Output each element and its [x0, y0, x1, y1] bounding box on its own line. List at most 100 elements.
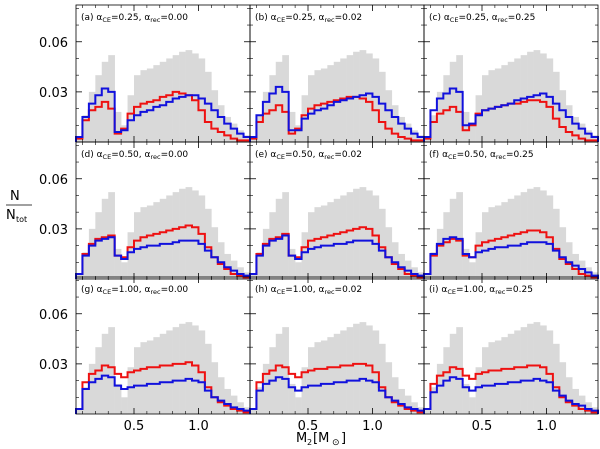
x-tick-label: 0.5 — [124, 419, 145, 434]
gray-bar — [82, 115, 90, 142]
gray-bar — [482, 75, 489, 142]
blue-series-line — [75, 236, 251, 279]
gray-bar — [404, 123, 412, 142]
gray-bar — [288, 383, 296, 414]
gray-bar — [211, 362, 219, 414]
gray-bar — [140, 342, 148, 414]
gray-bar — [443, 212, 451, 279]
gray-bar — [192, 190, 199, 279]
gray-bar — [475, 232, 483, 279]
panel-label: (h) αCE=1.00, αrec=0.02 — [255, 285, 362, 296]
blue-series-line — [423, 236, 599, 279]
red-series-line — [249, 226, 425, 279]
gray-bar — [533, 187, 541, 279]
gray-bar — [146, 340, 154, 414]
gray-bar — [559, 227, 567, 279]
gray-bar — [76, 273, 83, 279]
gray-bar — [552, 71, 560, 142]
gray-bar — [217, 242, 225, 279]
gray-bar — [340, 195, 347, 279]
gray-bar — [146, 205, 154, 279]
gray-bar — [456, 327, 463, 414]
panel-label: (d) αCE=0.50, αrec=0.00 — [81, 150, 188, 161]
blue-series-line — [75, 87, 251, 142]
gray-bar — [572, 116, 579, 142]
gray-bar — [320, 68, 328, 142]
gray-bar — [546, 58, 554, 142]
gray-bar — [127, 232, 135, 279]
gray-bar — [204, 208, 212, 279]
gray-bar — [533, 322, 541, 414]
gray-bar — [230, 395, 238, 414]
gray-bar — [527, 323, 534, 414]
gray-bar — [456, 55, 463, 143]
gray-bar — [333, 198, 341, 279]
gray-bar — [559, 362, 567, 414]
gray-bar — [262, 363, 270, 414]
gray-bar — [372, 58, 380, 142]
panel-i: 0.5 1.0 (i) αCE=1.00, αrec=0.25 — [423, 276, 599, 434]
gray-bar — [134, 212, 141, 279]
gray-bar — [494, 68, 502, 142]
gray-bar — [430, 387, 438, 414]
gray-bar — [82, 387, 90, 414]
gray-bar — [430, 252, 438, 279]
gray-bar — [552, 343, 560, 414]
gray-bar — [217, 377, 225, 414]
y-tick-label: 0.03 — [39, 86, 68, 101]
gray-bar — [121, 125, 128, 142]
x-label-main: M — [296, 431, 307, 446]
gray-bar — [159, 198, 167, 279]
gray-bar — [411, 130, 418, 142]
gray-bar — [578, 123, 586, 142]
gray-bar — [359, 322, 367, 414]
gray-bar — [88, 363, 96, 414]
y-tick-label: 0.06 — [39, 36, 68, 51]
gray-bar — [443, 75, 451, 142]
gray-bar — [327, 337, 335, 414]
gray-bar — [211, 227, 219, 279]
panel-frame — [423, 141, 599, 280]
gray-bar — [559, 90, 567, 142]
gray-bar — [540, 53, 547, 143]
gray-bar — [340, 330, 347, 414]
red-series-line — [75, 224, 251, 279]
gray-bar — [250, 408, 257, 414]
gray-bar — [430, 115, 438, 142]
gray-bar — [269, 212, 277, 279]
panel-a: 0.03 0.06 (a) αCE=0.25, αrec=0.00 — [39, 4, 251, 143]
gray-bar — [172, 327, 180, 414]
gray-bar — [488, 70, 496, 142]
x-tick-label: 0.5 — [298, 419, 319, 434]
gray-bar — [482, 347, 489, 414]
gray-bar — [333, 333, 341, 414]
panel-label: (a) αCE=0.25, αrec=0.00 — [81, 13, 188, 24]
gray-bar — [217, 105, 225, 142]
gray-bar — [127, 95, 135, 142]
gray-bar — [114, 383, 122, 414]
gray-bar — [469, 125, 476, 142]
panel-d: 0.03 0.06 (d) αCE=0.50, αrec=0.00 — [39, 141, 251, 280]
gray-bar — [469, 262, 476, 279]
gray-bar — [224, 116, 231, 142]
x-label-sun-symbol: ⊙ — [332, 438, 340, 448]
gray-bar — [172, 192, 180, 279]
gray-bar — [275, 333, 283, 414]
gray-bar — [192, 53, 199, 143]
gray-bar — [262, 91, 270, 142]
gray-bar — [424, 273, 431, 279]
gray-bar — [166, 330, 173, 414]
gray-bar — [301, 367, 309, 414]
x-label-unit-open: [M — [313, 431, 329, 446]
gray-bar — [565, 242, 573, 279]
gray-bar — [121, 397, 128, 414]
gray-bar — [108, 55, 115, 143]
blue-series-line — [249, 234, 425, 279]
gray-bar — [507, 61, 515, 142]
blue-series-line — [75, 374, 251, 414]
gray-bar — [494, 340, 502, 414]
x-tick-label: 1.0 — [188, 419, 209, 434]
y-tick-label: 0.06 — [39, 308, 68, 323]
gray-bar — [185, 187, 193, 279]
gray-bar — [391, 242, 399, 279]
